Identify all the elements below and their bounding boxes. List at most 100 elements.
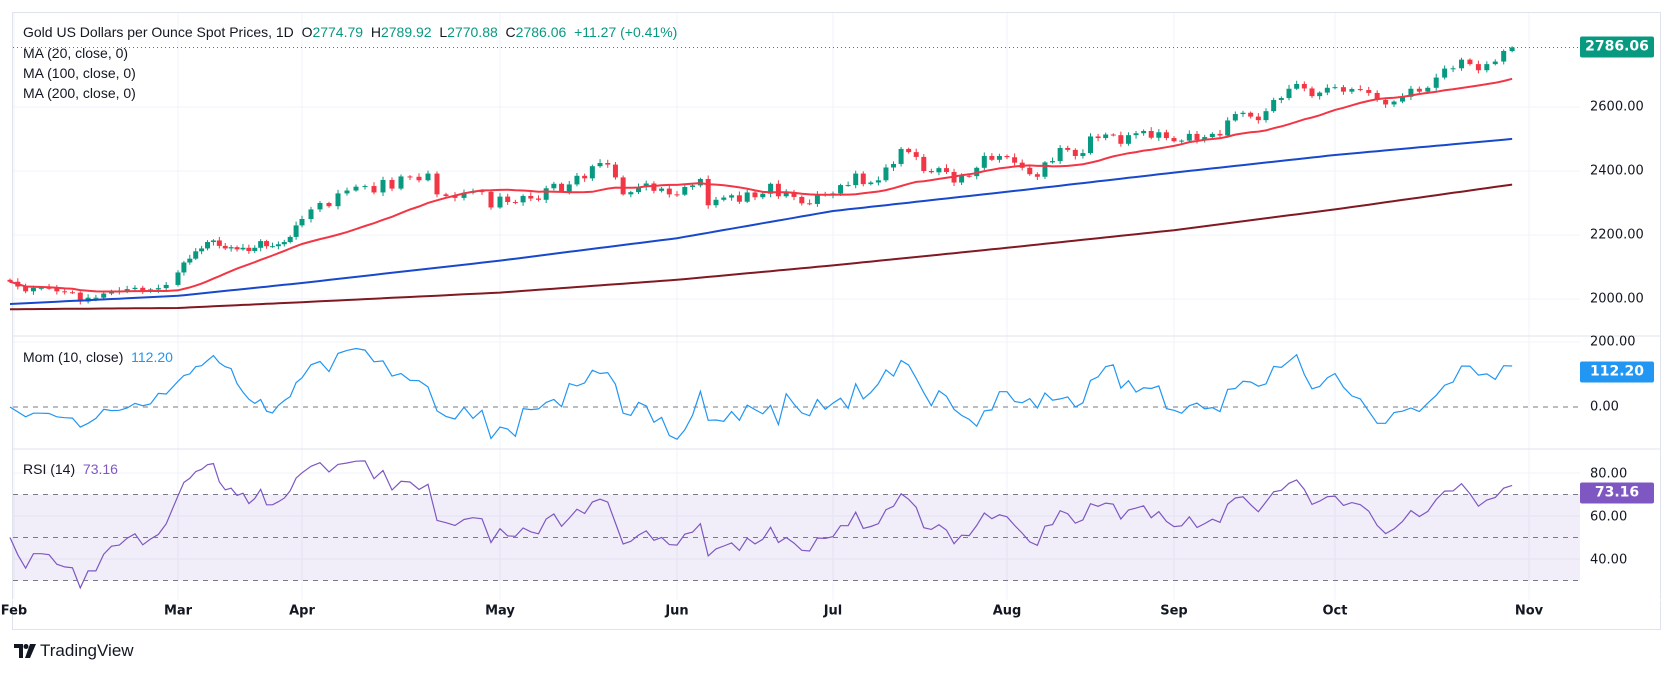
candle-body: [293, 225, 299, 237]
candle-body: [666, 188, 672, 195]
candle-body: [1186, 133, 1192, 141]
tradingview-logo[interactable]: TradingView: [14, 641, 134, 661]
candle-body: [1425, 87, 1431, 92]
candle-body: [1209, 133, 1215, 138]
candle-body: [275, 244, 281, 247]
open-label: O: [301, 24, 313, 40]
candle-body: [620, 177, 626, 195]
candle-body: [488, 191, 494, 208]
candle-body: [1050, 161, 1056, 163]
candle-body: [54, 288, 60, 292]
candle-body: [1450, 68, 1456, 70]
candle-body: [974, 167, 980, 177]
candle-body: [326, 203, 332, 207]
candle-body: [269, 246, 275, 248]
candle-body: [1301, 83, 1307, 89]
candle-body: [898, 148, 904, 164]
ma100-legend[interactable]: MA (100, close, 0): [23, 65, 136, 81]
mom-legend[interactable]: Mom (10, close) 112.20: [23, 349, 173, 365]
candle-body: [845, 185, 851, 187]
candle-body: [1509, 47, 1515, 52]
candle-body: [838, 185, 844, 194]
candle-body: [234, 247, 240, 250]
candle-body: [736, 195, 742, 202]
candle-body: [1399, 96, 1405, 102]
candle-body: [1357, 89, 1363, 91]
candle-body: [124, 289, 130, 291]
candle-body: [752, 192, 758, 198]
candle-body: [299, 219, 305, 226]
candle-body: [891, 163, 897, 168]
candle-body: [30, 287, 36, 292]
candle-body: [1042, 162, 1048, 177]
candle-body: [913, 152, 919, 157]
candle-body: [659, 188, 665, 191]
last-price-tag: 2786.06: [1580, 36, 1654, 58]
candle-body: [199, 248, 205, 252]
candle-body: [768, 183, 774, 194]
candle-body: [1271, 99, 1277, 112]
candle-body: [674, 194, 680, 196]
candle-body: [535, 198, 541, 200]
candle-body: [636, 187, 642, 193]
candle-body: [1501, 51, 1507, 62]
candle-body: [582, 175, 588, 179]
mom-value: 112.20: [131, 349, 173, 365]
low-value: 2770.88: [447, 24, 498, 40]
candle-body: [1012, 157, 1018, 163]
candle-body: [193, 251, 199, 259]
rsi-legend[interactable]: RSI (14) 73.16: [23, 461, 118, 477]
candle-body: [643, 183, 649, 187]
candle-body: [228, 247, 234, 249]
candle-body: [1255, 116, 1261, 121]
candle-body: [1065, 147, 1071, 150]
close-label: C: [505, 24, 516, 40]
candle-body: [1004, 155, 1010, 158]
candle-body: [252, 247, 258, 251]
candle-body: [729, 195, 735, 198]
candle-body: [1459, 59, 1465, 69]
candle-body: [566, 184, 572, 192]
candle-body: [407, 176, 413, 178]
candle-body: [744, 192, 750, 202]
ma20-legend[interactable]: MA (20, close, 0): [23, 45, 129, 61]
low-label: L: [439, 24, 448, 40]
candle-body: [505, 196, 511, 203]
candle-body: [1433, 77, 1439, 88]
candle-body: [1309, 88, 1315, 97]
ma20-line: [9, 77, 1513, 293]
candle-body: [512, 202, 518, 204]
candle-body: [559, 183, 565, 192]
candle-body: [281, 242, 287, 245]
candle-body: [528, 195, 534, 199]
candle-body: [175, 272, 181, 285]
candle-body: [1278, 98, 1284, 100]
candle-body: [1240, 112, 1246, 115]
rsi-value: 73.16: [82, 461, 118, 477]
candle-body: [628, 192, 634, 195]
mom-value-tag: 112.20: [1580, 361, 1654, 383]
candle-body: [520, 195, 526, 203]
candle-body: [132, 287, 138, 290]
ma200-legend[interactable]: MA (200, close, 0): [23, 85, 136, 101]
price-tick: 2200.00: [1590, 227, 1644, 243]
rsi-value-tag: 73.16: [1580, 482, 1654, 504]
candle-body: [921, 156, 927, 171]
candle-body: [443, 194, 449, 196]
candle-body: [1141, 131, 1147, 134]
candle-body: [721, 197, 727, 200]
candle-body: [1408, 88, 1414, 97]
candle-body: [46, 287, 52, 289]
candle-body: [996, 155, 1002, 160]
time-tick: Jun: [665, 603, 689, 619]
time-tick: Sep: [1160, 603, 1188, 619]
candle-body: [1248, 112, 1254, 117]
candle-body: [543, 188, 549, 200]
candle-body: [1340, 87, 1346, 92]
candle-body: [868, 182, 874, 185]
mom-tick: 200.00: [1590, 334, 1636, 350]
candle-body: [589, 166, 595, 179]
candle-body: [1467, 59, 1473, 65]
candle-body: [181, 262, 187, 273]
